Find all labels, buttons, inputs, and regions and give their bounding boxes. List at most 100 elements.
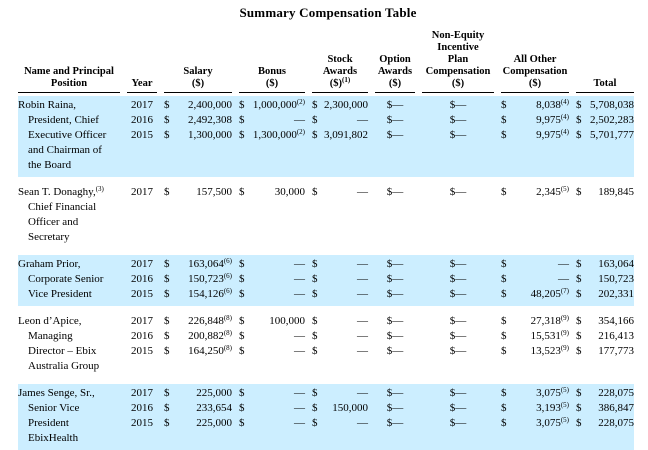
- currency-symbol: $: [576, 273, 582, 285]
- option-value: $—: [386, 258, 404, 270]
- allother-column-cell: $2,345(5): [501, 185, 569, 245]
- currency-symbol: $: [239, 129, 245, 141]
- bonus-value: $ —: [239, 416, 305, 431]
- currency-symbol: $: [239, 273, 245, 285]
- currency-symbol: $: [501, 114, 507, 126]
- amount: 2,300,000: [324, 99, 368, 111]
- currency-symbol: $: [576, 288, 582, 300]
- stock-column-cell: $2,300,000 $ — $3,091,802: [312, 98, 368, 173]
- noneq-value: $—: [449, 273, 467, 285]
- row-group-leon-d-apice: Leon d’Apice, Managing Director – Ebix Aust…: [18, 312, 634, 378]
- amount: 154,126(6): [188, 287, 232, 301]
- column-header-line: Option: [379, 54, 411, 65]
- column-header-line: Plan: [447, 54, 469, 65]
- bonus-value: $ —: [239, 401, 305, 416]
- currency-symbol: $: [501, 345, 507, 357]
- total-column-cell: $228,075 $386,847 $228,075: [576, 386, 634, 446]
- year-value: 2015: [131, 288, 153, 300]
- currency-symbol: $: [576, 330, 582, 342]
- total-value: $177,773: [576, 344, 634, 359]
- currency-symbol: $: [501, 288, 507, 300]
- currency-symbol: $: [501, 402, 507, 414]
- total-value: $163,064: [576, 257, 634, 272]
- column-header-line: Incentive: [437, 42, 479, 53]
- salary-value: $225,000: [164, 416, 232, 431]
- option-column-cell: $— $— $—: [375, 98, 415, 173]
- amount: 3,075(5): [536, 386, 569, 400]
- year-value: 2015: [131, 417, 153, 429]
- currency-symbol: $: [312, 417, 318, 429]
- executive-title-line: Managing: [28, 330, 73, 342]
- noneq-column-cell: $— $— $—: [422, 314, 494, 374]
- stock-value: $ —: [312, 272, 368, 287]
- bonus-column-cell: $ — $ — $ —: [239, 257, 305, 302]
- amount: —: [357, 258, 368, 270]
- allother-value: $13,523(9): [501, 344, 569, 359]
- executive-title-line: Officer and: [28, 216, 79, 228]
- currency-symbol: $: [576, 417, 582, 429]
- amount: —: [357, 315, 368, 327]
- allother-value: $8,038(4): [501, 98, 569, 113]
- option-column-cell: $— $— $—: [375, 257, 415, 302]
- amount: 177,773: [598, 345, 634, 357]
- footnote-marker: (6): [223, 287, 232, 295]
- amount: —: [294, 330, 305, 342]
- currency-symbol: $: [576, 258, 582, 270]
- currency-symbol: $: [576, 186, 582, 198]
- option-column-cell: $—: [375, 185, 415, 245]
- column-header-allother: All Other Compensation ($): [501, 54, 569, 93]
- currency-symbol: $: [239, 315, 245, 327]
- amount: —: [294, 273, 305, 285]
- currency-symbol: $: [239, 387, 245, 399]
- amount: —: [294, 258, 305, 270]
- currency-symbol: $: [239, 345, 245, 357]
- executive-title-line: Australia Group: [28, 360, 100, 372]
- salary-value: $164,250(8): [164, 344, 232, 359]
- column-header-name: Name and Principal Position: [18, 66, 120, 93]
- amount: 2,492,308: [188, 114, 232, 126]
- column-header-line: ($): [528, 78, 542, 89]
- amount: 3,091,802: [324, 129, 368, 141]
- amount: 27,318(9): [530, 314, 569, 328]
- noneq-value: $—: [449, 345, 467, 357]
- column-header-year: Year: [127, 78, 157, 93]
- salary-value: $150,723(6): [164, 272, 232, 287]
- noneq-value: $—: [449, 330, 467, 342]
- amount: —: [558, 273, 569, 285]
- executive-name: Robin Raina,: [18, 99, 77, 111]
- salary-column-cell: $226,848(8) $200,882(8) $164,250(8): [164, 314, 232, 374]
- currency-symbol: $: [164, 387, 170, 399]
- stock-value: $ —: [312, 113, 368, 128]
- amount: —: [357, 186, 368, 198]
- column-header-line: ($): [265, 78, 279, 89]
- currency-symbol: $: [312, 258, 318, 270]
- column-header-line: Name and Principal: [24, 66, 114, 77]
- column-header-stock: Stock Awards ($)(1): [312, 54, 368, 93]
- salary-value: $157,500: [164, 185, 232, 200]
- footnote-marker: (2): [296, 98, 305, 106]
- allother-value: $ —: [501, 257, 569, 272]
- currency-symbol: $: [164, 186, 170, 198]
- currency-symbol: $: [164, 402, 170, 414]
- currency-symbol: $: [164, 315, 170, 327]
- column-header-salary: Salary ($): [164, 66, 232, 93]
- column-header-line: Awards: [322, 66, 358, 77]
- currency-symbol: $: [576, 99, 582, 111]
- bonus-value: $ —: [239, 386, 305, 401]
- amount: 5,701,777: [590, 129, 634, 141]
- stock-value: $ —: [312, 416, 368, 431]
- year-value: 2016: [131, 402, 153, 414]
- currency-symbol: $: [501, 387, 507, 399]
- year-value: 2017: [131, 387, 153, 399]
- year-value: 2017: [131, 186, 153, 198]
- currency-symbol: $: [239, 402, 245, 414]
- bonus-column-cell: $1,000,000(2) $ — $1,300,000(2): [239, 98, 305, 173]
- amount: 9,975(4): [536, 128, 569, 142]
- amount: 48,205(7): [530, 287, 569, 301]
- table-title: Summary Compensation Table: [239, 5, 417, 20]
- column-header-line: ($): [191, 78, 205, 89]
- footnote-marker: (5): [560, 416, 569, 424]
- total-value: $5,708,038: [576, 98, 634, 113]
- option-column-cell: $— $— $—: [375, 386, 415, 446]
